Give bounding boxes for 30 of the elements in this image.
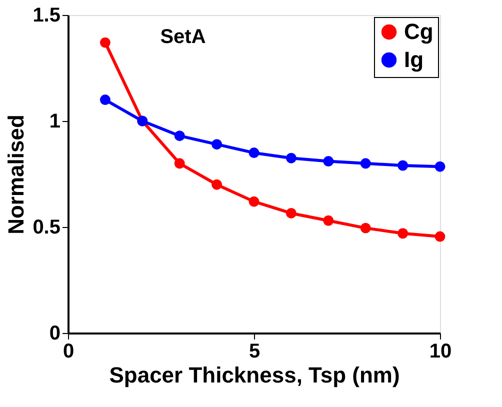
y-tick-label: 0.5 [32,216,60,238]
point [286,152,296,164]
legend-label: Ig [404,47,424,72]
point [174,158,185,169]
point [248,148,260,158]
point [286,208,296,218]
y-tick-label: 0 [49,322,60,344]
point [398,160,408,171]
y-tick-label: 1.5 [32,4,60,26]
x-tick-label: 10 [429,340,452,362]
point [360,222,371,234]
point [100,37,110,48]
point [360,158,371,169]
point [398,228,408,239]
point [100,94,110,106]
point [174,130,185,142]
x-axis-title: Spacer Thickness, Tsp (nm) [109,362,400,388]
point [434,231,446,242]
point [323,215,334,226]
point [212,179,222,190]
annotation: SetA [160,26,206,48]
point [434,161,446,172]
y-axis-title: Normalised [4,114,29,234]
point [212,139,222,150]
y-tick-label: 1 [49,110,60,132]
point [248,196,260,207]
x-tick-label: 0 [62,340,74,362]
legend-label: Cg [404,19,434,44]
x-tick-label: 5 [248,340,260,362]
point [323,156,334,167]
